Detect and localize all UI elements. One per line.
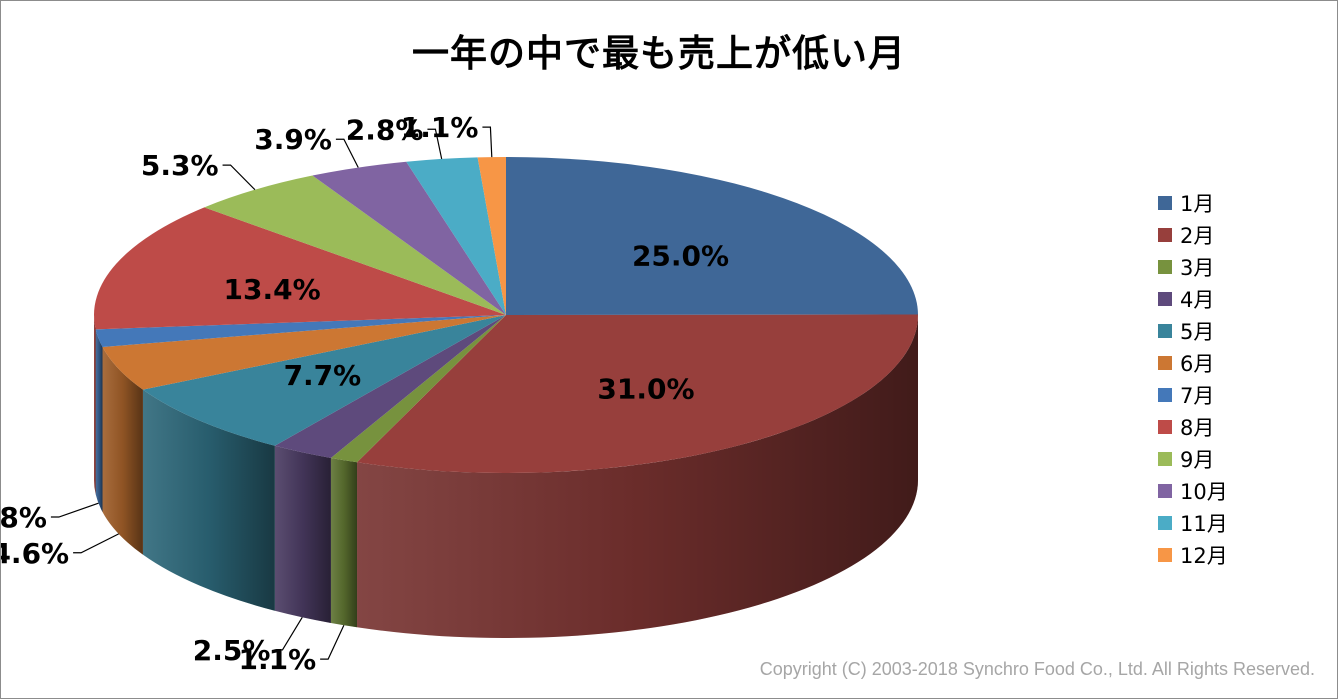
- data-label-6: 4.6%: [1, 537, 69, 570]
- legend-swatch-3: [1158, 260, 1172, 274]
- data-label-4: 2.5%: [193, 634, 271, 667]
- legend-item-11: 11月: [1158, 507, 1228, 539]
- legend-swatch-2: [1158, 228, 1172, 242]
- leader-line-11: [427, 128, 443, 160]
- legend-label-7: 7月: [1180, 384, 1215, 408]
- legend-item-9: 9月: [1158, 443, 1228, 475]
- pie-slice-3: [330, 315, 506, 463]
- data-label-1: 25.0%: [632, 239, 729, 272]
- pie-slice-4: [274, 315, 506, 459]
- legend-item-10: 10月: [1158, 475, 1228, 507]
- pie-slice-6: [102, 315, 506, 390]
- legend-swatch-12: [1158, 548, 1172, 562]
- leader-line-3: [320, 624, 345, 660]
- copyright-text: Copyright (C) 2003-2018 Synchro Food Co.…: [759, 659, 1315, 679]
- pie-side-shade-2: [357, 315, 919, 639]
- legend-label-8: 8月: [1180, 416, 1215, 440]
- legend-label-9: 9月: [1180, 448, 1215, 472]
- data-label-3: 1.1%: [238, 643, 316, 676]
- legend-item-6: 6月: [1158, 347, 1228, 379]
- data-label-2: 31.0%: [597, 373, 694, 406]
- leader-line-7: [50, 502, 99, 518]
- legend-label-5: 5月: [1180, 320, 1215, 344]
- legend-item-8: 8月: [1158, 411, 1228, 443]
- legend-item-5: 5月: [1158, 315, 1228, 347]
- legend-label-3: 3月: [1180, 256, 1215, 280]
- legend-item-7: 7月: [1158, 379, 1228, 411]
- legend-swatch-9: [1158, 452, 1172, 466]
- legend-label-2: 2月: [1180, 224, 1215, 248]
- pie-side-shade-8: [94, 315, 96, 495]
- leader-line-10: [335, 138, 359, 168]
- data-label-5: 7.7%: [284, 359, 362, 392]
- legend-item-1: 1月: [1158, 187, 1228, 219]
- legend-swatch-4: [1158, 292, 1172, 306]
- leader-line-9: [222, 164, 256, 191]
- pie-slice-12: [477, 157, 506, 315]
- leader-line-4: [274, 617, 303, 651]
- legend-label-6: 6月: [1180, 352, 1215, 376]
- legend-item-12: 12月: [1158, 539, 1228, 571]
- legend-swatch-11: [1158, 516, 1172, 530]
- data-label-10: 3.9%: [254, 123, 332, 156]
- legend-swatch-5: [1158, 324, 1172, 338]
- leader-line-6: [73, 533, 119, 554]
- legend: 1月 2月 3月 4月 5月 6月 7月 8月 9月 10月 11月 12月: [1158, 187, 1228, 571]
- legend-swatch-10: [1158, 484, 1172, 498]
- pie-slice-5: [142, 315, 506, 446]
- pie-slice-1: [506, 157, 918, 315]
- data-label-8: 13.4%: [224, 273, 321, 306]
- data-label-9: 5.3%: [141, 149, 219, 182]
- legend-swatch-8: [1158, 420, 1172, 434]
- pie-slice-9: [204, 175, 507, 315]
- pie-side-shade-7: [95, 329, 103, 512]
- data-label-11: 2.8%: [346, 113, 424, 146]
- chart-title: 一年の中で最も売上が低い月: [412, 32, 906, 75]
- legend-swatch-1: [1158, 196, 1172, 210]
- legend-label-4: 4月: [1180, 288, 1215, 312]
- leader-line-12: [482, 126, 493, 158]
- legend-swatch-6: [1158, 356, 1172, 370]
- data-label-12: 1.1%: [401, 111, 479, 144]
- pie-slice-2: [357, 314, 919, 473]
- pie-slice-8: [93, 207, 506, 330]
- legend-label-10: 10月: [1180, 480, 1228, 504]
- legend-label-1: 1月: [1180, 192, 1215, 216]
- legend-label-12: 12月: [1180, 544, 1228, 568]
- legend-label-11: 11月: [1180, 512, 1228, 536]
- pie-slice-7: [95, 315, 506, 347]
- pie-slice-11: [406, 157, 506, 315]
- legend-item-4: 4月: [1158, 283, 1228, 315]
- legend-swatch-7: [1158, 388, 1172, 402]
- data-label-7: 1.8%: [1, 501, 47, 534]
- pie-slice-10: [312, 161, 506, 315]
- pie-side-shade-5: [142, 389, 275, 611]
- pie-side-shade-6: [102, 346, 143, 555]
- pie-side-shade-3: [330, 458, 358, 628]
- legend-item-2: 2月: [1158, 219, 1228, 251]
- pie-side-shade-4: [274, 445, 331, 624]
- legend-item-3: 3月: [1158, 251, 1228, 283]
